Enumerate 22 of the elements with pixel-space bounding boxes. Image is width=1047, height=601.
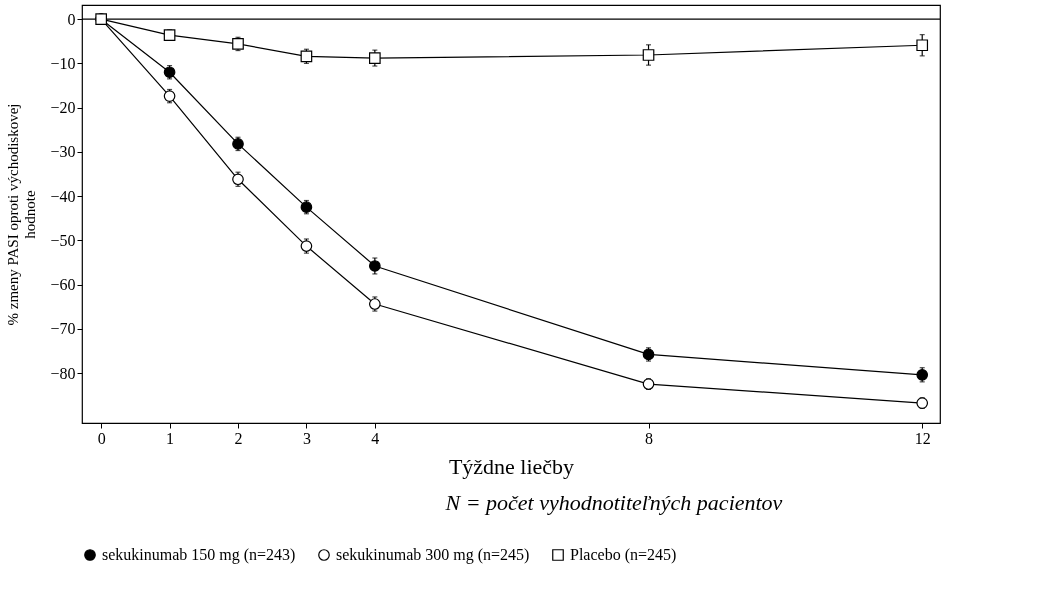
legend-label: sekukinumab 150 mg (n=243) <box>102 546 296 564</box>
y-tick-label: −30 <box>50 143 76 161</box>
y-tick-label: −60 <box>50 276 76 294</box>
y-tick-label: −20 <box>50 99 76 117</box>
y-tick-label: −70 <box>50 320 76 338</box>
x-tick-label: 0 <box>97 429 106 447</box>
x-tick-label: 12 <box>914 429 931 447</box>
text: N = počet vyhodnotiteľných pacientov <box>444 490 783 515</box>
legend-label: Placebo (n=245) <box>570 546 677 564</box>
y-tick-label: −40 <box>50 187 76 205</box>
y-tick-label: −10 <box>50 54 76 72</box>
y-axis-title: % zmeny PASI oproti východiskovej hodnote <box>5 103 39 326</box>
x-tick-label: 8 <box>645 429 654 447</box>
y-tick-label: −50 <box>50 231 76 249</box>
y-tick-label: −80 <box>50 364 76 382</box>
x-tick-label: 2 <box>234 429 243 447</box>
x-axis-title: Týždne liečby <box>448 453 575 479</box>
x-tick-label: 3 <box>302 429 311 447</box>
x-tick-label: 1 <box>166 429 175 447</box>
y-tick-label: 0 <box>67 10 76 28</box>
x-tick-label: 4 <box>371 429 380 447</box>
legend-label: sekukinumab 300 mg (n=245) <box>336 546 530 564</box>
